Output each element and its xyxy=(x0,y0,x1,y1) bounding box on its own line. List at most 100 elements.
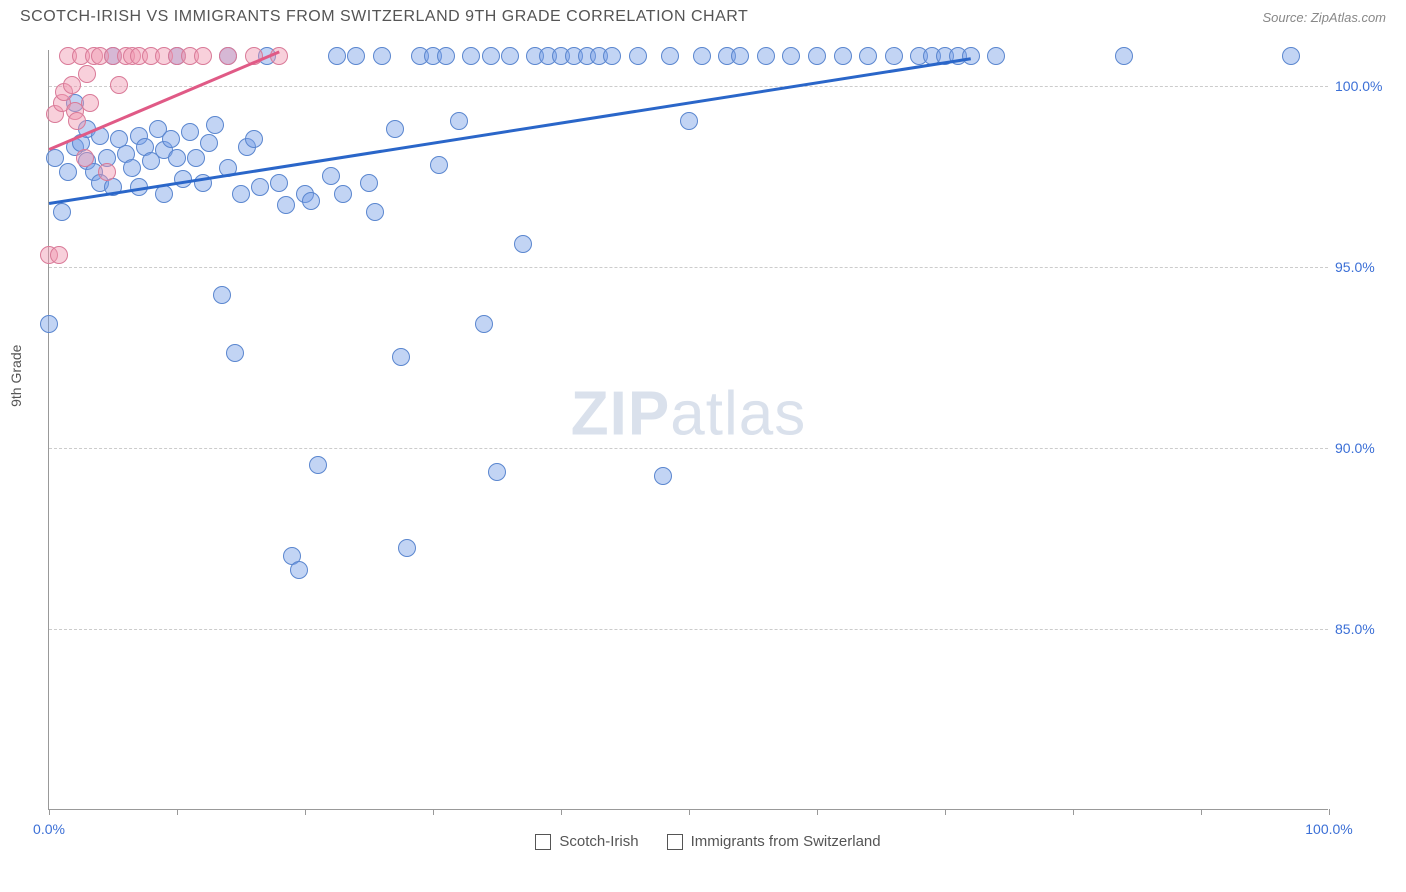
data-point xyxy=(277,196,295,214)
x-tick xyxy=(1201,809,1202,815)
data-point xyxy=(386,120,404,138)
gridline xyxy=(49,629,1328,630)
data-point xyxy=(309,456,327,474)
x-tick xyxy=(817,809,818,815)
data-point xyxy=(322,167,340,185)
data-point xyxy=(123,159,141,177)
data-point xyxy=(392,348,410,366)
data-point xyxy=(859,47,877,65)
y-tick-label: 100.0% xyxy=(1335,78,1390,94)
data-point xyxy=(232,185,250,203)
data-point xyxy=(987,47,1005,65)
data-point xyxy=(290,561,308,579)
data-point xyxy=(501,47,519,65)
data-point xyxy=(450,112,468,130)
data-point xyxy=(328,47,346,65)
data-point xyxy=(482,47,500,65)
x-tick xyxy=(561,809,562,815)
data-point xyxy=(437,47,455,65)
plot-container: 9th Grade ZIPatlas 85.0%90.0%95.0%100.0%… xyxy=(48,50,1368,810)
x-tick xyxy=(1073,809,1074,815)
data-point xyxy=(462,47,480,65)
x-tick xyxy=(433,809,434,815)
legend-label-2: Immigrants from Switzerland xyxy=(691,833,881,850)
data-point xyxy=(1115,47,1133,65)
chart-title: SCOTCH-IRISH VS IMMIGRANTS FROM SWITZERL… xyxy=(20,8,748,26)
x-tick xyxy=(177,809,178,815)
data-point xyxy=(731,47,749,65)
data-point xyxy=(98,163,116,181)
y-tick-label: 85.0% xyxy=(1335,621,1390,637)
data-point xyxy=(194,47,212,65)
data-point xyxy=(603,47,621,65)
data-point xyxy=(168,149,186,167)
data-point xyxy=(59,163,77,181)
data-point xyxy=(206,116,224,134)
data-point xyxy=(834,47,852,65)
legend-label-1: Scotch-Irish xyxy=(559,833,638,850)
data-point xyxy=(155,185,173,203)
data-point xyxy=(514,235,532,253)
data-point xyxy=(200,134,218,152)
y-tick-label: 95.0% xyxy=(1335,259,1390,275)
data-point xyxy=(110,76,128,94)
data-point xyxy=(181,123,199,141)
data-point xyxy=(187,149,205,167)
legend-item-1: Scotch-Irish xyxy=(535,833,638,850)
data-point xyxy=(488,463,506,481)
data-point xyxy=(885,47,903,65)
data-point xyxy=(398,539,416,557)
data-point xyxy=(251,178,269,196)
data-point xyxy=(81,94,99,112)
data-point xyxy=(757,47,775,65)
data-point xyxy=(50,246,68,264)
legend-item-2: Immigrants from Switzerland xyxy=(667,833,881,850)
bottom-legend: Scotch-Irish Immigrants from Switzerland xyxy=(48,833,1368,850)
gridline xyxy=(49,448,1328,449)
x-tick xyxy=(305,809,306,815)
legend-swatch-2 xyxy=(667,834,683,850)
gridline xyxy=(49,267,1328,268)
data-point xyxy=(63,76,81,94)
data-point xyxy=(78,65,96,83)
watermark-light: atlas xyxy=(670,380,806,449)
x-tick xyxy=(49,809,50,815)
data-point xyxy=(245,130,263,148)
y-axis-label: 9th Grade xyxy=(8,345,24,407)
data-point xyxy=(53,203,71,221)
data-point xyxy=(661,47,679,65)
data-point xyxy=(430,156,448,174)
watermark: ZIPatlas xyxy=(571,379,806,450)
data-point xyxy=(46,149,64,167)
data-point xyxy=(782,47,800,65)
data-point xyxy=(373,47,391,65)
x-tick xyxy=(945,809,946,815)
data-point xyxy=(68,112,86,130)
data-point xyxy=(693,47,711,65)
data-point xyxy=(629,47,647,65)
y-tick-label: 90.0% xyxy=(1335,440,1390,456)
x-tick xyxy=(1329,809,1330,815)
data-point xyxy=(270,174,288,192)
data-point xyxy=(475,315,493,333)
legend-swatch-1 xyxy=(535,834,551,850)
watermark-bold: ZIP xyxy=(571,380,670,449)
data-point xyxy=(76,149,94,167)
data-point xyxy=(270,47,288,65)
data-point xyxy=(680,112,698,130)
data-point xyxy=(226,344,244,362)
data-point xyxy=(213,286,231,304)
data-point xyxy=(302,192,320,210)
data-point xyxy=(360,174,378,192)
data-point xyxy=(219,47,237,65)
x-tick xyxy=(689,809,690,815)
data-point xyxy=(808,47,826,65)
data-point xyxy=(40,315,58,333)
data-point xyxy=(962,47,980,65)
data-point xyxy=(347,47,365,65)
data-point xyxy=(334,185,352,203)
gridline xyxy=(49,86,1328,87)
data-point xyxy=(1282,47,1300,65)
source-label: Source: ZipAtlas.com xyxy=(1262,10,1386,25)
data-point xyxy=(654,467,672,485)
